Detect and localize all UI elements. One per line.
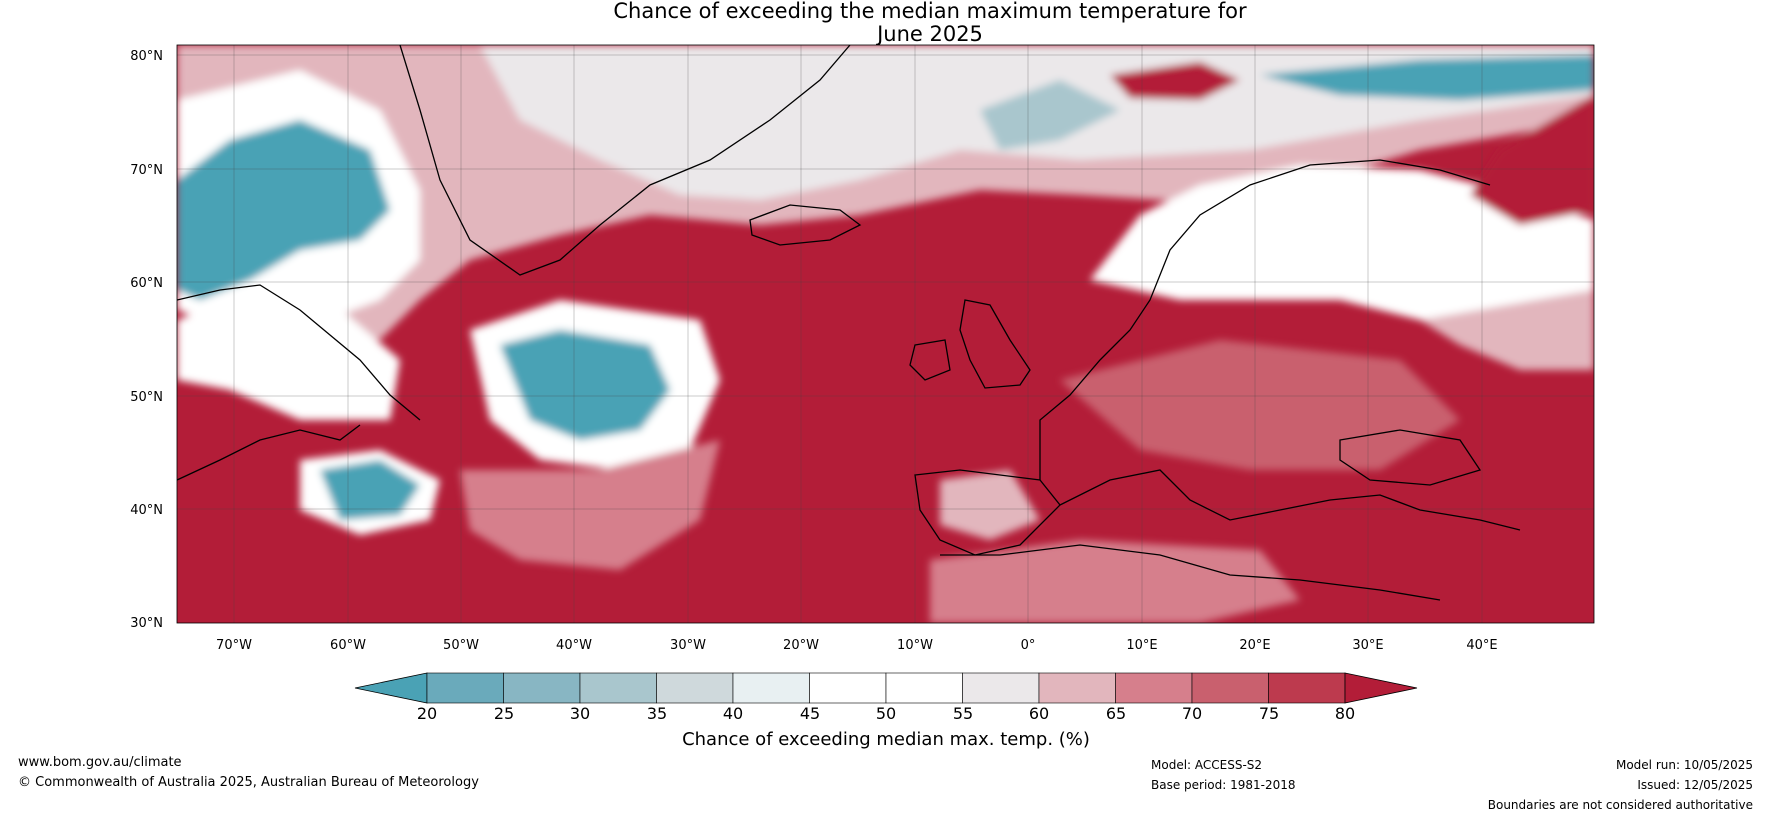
lon-label-30e: 30°E bbox=[1352, 638, 1383, 653]
subtropical-pink-zone bbox=[460, 440, 720, 570]
north-africa-pink-zone bbox=[930, 540, 1300, 623]
iceland-coast bbox=[749, 204, 862, 246]
colorbar-segment bbox=[579, 672, 657, 704]
labrador-coast bbox=[177, 284, 421, 421]
north-sea-ice-teal-zone bbox=[980, 80, 1120, 150]
colorbar-tick-30: 30 bbox=[570, 704, 590, 723]
colorbar-tick-labels: 20 25 30 35 40 45 50 55 60 65 70 75 80 bbox=[417, 704, 1355, 723]
colorbar-segment bbox=[656, 672, 734, 704]
balkans-red-mid-zone bbox=[1060, 340, 1460, 470]
europe-coast bbox=[1039, 159, 1491, 480]
disclaimer-text: Boundaries are not considered authoritat… bbox=[1487, 798, 1753, 812]
colorbar-tick-60: 60 bbox=[1029, 704, 1049, 723]
model-text: Model: ACCESS-S2 bbox=[1151, 758, 1263, 772]
lat-label-40n: 40°N bbox=[130, 503, 163, 518]
map-title: Chance of exceeding the median maximum t… bbox=[0, 0, 1770, 46]
colorbar-tick-50: 50 bbox=[876, 704, 896, 723]
lon-label-40w: 40°W bbox=[556, 638, 592, 653]
base-period-text: Base period: 1981-2018 bbox=[1151, 778, 1296, 792]
map-title-line1: Chance of exceeding the median maximum t… bbox=[613, 0, 1247, 23]
lat-label-60n: 60°N bbox=[130, 276, 163, 291]
svalbard-red-zone bbox=[1110, 62, 1240, 100]
colorbar-segment bbox=[1191, 672, 1269, 704]
website-text: www.bom.gov.au/climate bbox=[18, 755, 182, 770]
latitude-labels: 80°N 70°N 60°N 50°N 40°N 30°N bbox=[130, 49, 163, 631]
colorbar-label: Chance of exceeding median max. temp. (%… bbox=[682, 729, 1090, 750]
lon-label-20w: 20°W bbox=[783, 638, 819, 653]
map-frame bbox=[176, 44, 1595, 624]
colorbar-segment bbox=[1268, 672, 1346, 704]
colorbar-segment bbox=[426, 672, 504, 704]
lat-label-50n: 50°N bbox=[130, 390, 163, 405]
issued-text: Issued: 12/05/2025 bbox=[1637, 778, 1753, 792]
map-title-line2: June 2025 bbox=[877, 22, 983, 46]
black-sea-coast bbox=[1339, 429, 1482, 486]
colorbar bbox=[354, 672, 1418, 704]
colorbar-segment bbox=[1038, 672, 1116, 704]
colorbar-tick-35: 35 bbox=[647, 704, 667, 723]
iberia-pink-zone bbox=[940, 470, 1040, 540]
lon-label-0: 0° bbox=[1021, 638, 1036, 653]
colorbar-segment bbox=[1115, 672, 1193, 704]
barents-teal-zone bbox=[1260, 55, 1594, 100]
colorbar-tick-80: 80 bbox=[1335, 704, 1355, 723]
lon-label-60w: 60°W bbox=[330, 638, 366, 653]
iberia-coast bbox=[914, 469, 1061, 556]
colorbar-over-arrow bbox=[1344, 672, 1418, 704]
copyright-text: © Commonwealth of Australia 2025, Austra… bbox=[18, 775, 479, 790]
ireland-coast bbox=[909, 339, 951, 381]
mid-atlantic-teal-zone bbox=[500, 330, 670, 440]
lon-label-70w: 70°W bbox=[216, 638, 252, 653]
colorbar-tick-20: 20 bbox=[417, 704, 437, 723]
colorbar-tick-45: 45 bbox=[800, 704, 820, 723]
colorbar-tick-55: 55 bbox=[953, 704, 973, 723]
model-run-text: Model run: 10/05/2025 bbox=[1615, 758, 1753, 772]
lon-label-50w: 50°W bbox=[443, 638, 479, 653]
graticule bbox=[177, 45, 1594, 623]
britain-coast bbox=[959, 299, 1031, 389]
lat-label-70n: 70°N bbox=[130, 163, 163, 178]
nova-scotia-teal-zone bbox=[320, 460, 420, 520]
probability-field bbox=[177, 45, 1594, 623]
labrador-sea-white-zone bbox=[177, 300, 400, 420]
greenland-coast bbox=[399, 45, 851, 276]
colorbar-tick-40: 40 bbox=[723, 704, 743, 723]
colorbar-segment bbox=[732, 672, 810, 704]
colorbar-tick-75: 75 bbox=[1259, 704, 1279, 723]
colorbar-tick-65: 65 bbox=[1106, 704, 1126, 723]
coastlines bbox=[177, 45, 1521, 601]
lon-label-20e: 20°E bbox=[1239, 638, 1270, 653]
mediterranean-coast bbox=[1059, 469, 1521, 531]
colorbar-tick-25: 25 bbox=[494, 704, 514, 723]
colorbar-tick-70: 70 bbox=[1182, 704, 1202, 723]
north-africa-coast bbox=[940, 544, 1441, 601]
barents-red-zone bbox=[1470, 95, 1594, 225]
lon-label-40e: 40°E bbox=[1466, 638, 1497, 653]
lon-label-30w: 30°W bbox=[670, 638, 706, 653]
north-america-coast bbox=[177, 424, 361, 481]
lon-label-10w: 10°W bbox=[897, 638, 933, 653]
colorbar-segment bbox=[503, 672, 581, 704]
lat-label-30n: 30°N bbox=[130, 616, 163, 631]
colorbar-segment bbox=[962, 672, 1040, 704]
colorbar-under-arrow bbox=[354, 672, 428, 704]
eastern-europe-pink-zone bbox=[1420, 290, 1594, 370]
colorbar-segment bbox=[885, 672, 963, 704]
lon-label-10e: 10°E bbox=[1126, 638, 1157, 653]
labrador-teal-zone bbox=[177, 120, 390, 300]
lat-label-80n: 80°N bbox=[130, 49, 163, 64]
colorbar-segment bbox=[809, 672, 887, 704]
scandinavia-white-zone bbox=[1090, 165, 1594, 345]
longitude-labels: 70°W 60°W 50°W 40°W 30°W 20°W 10°W 0° 10… bbox=[216, 638, 1498, 653]
